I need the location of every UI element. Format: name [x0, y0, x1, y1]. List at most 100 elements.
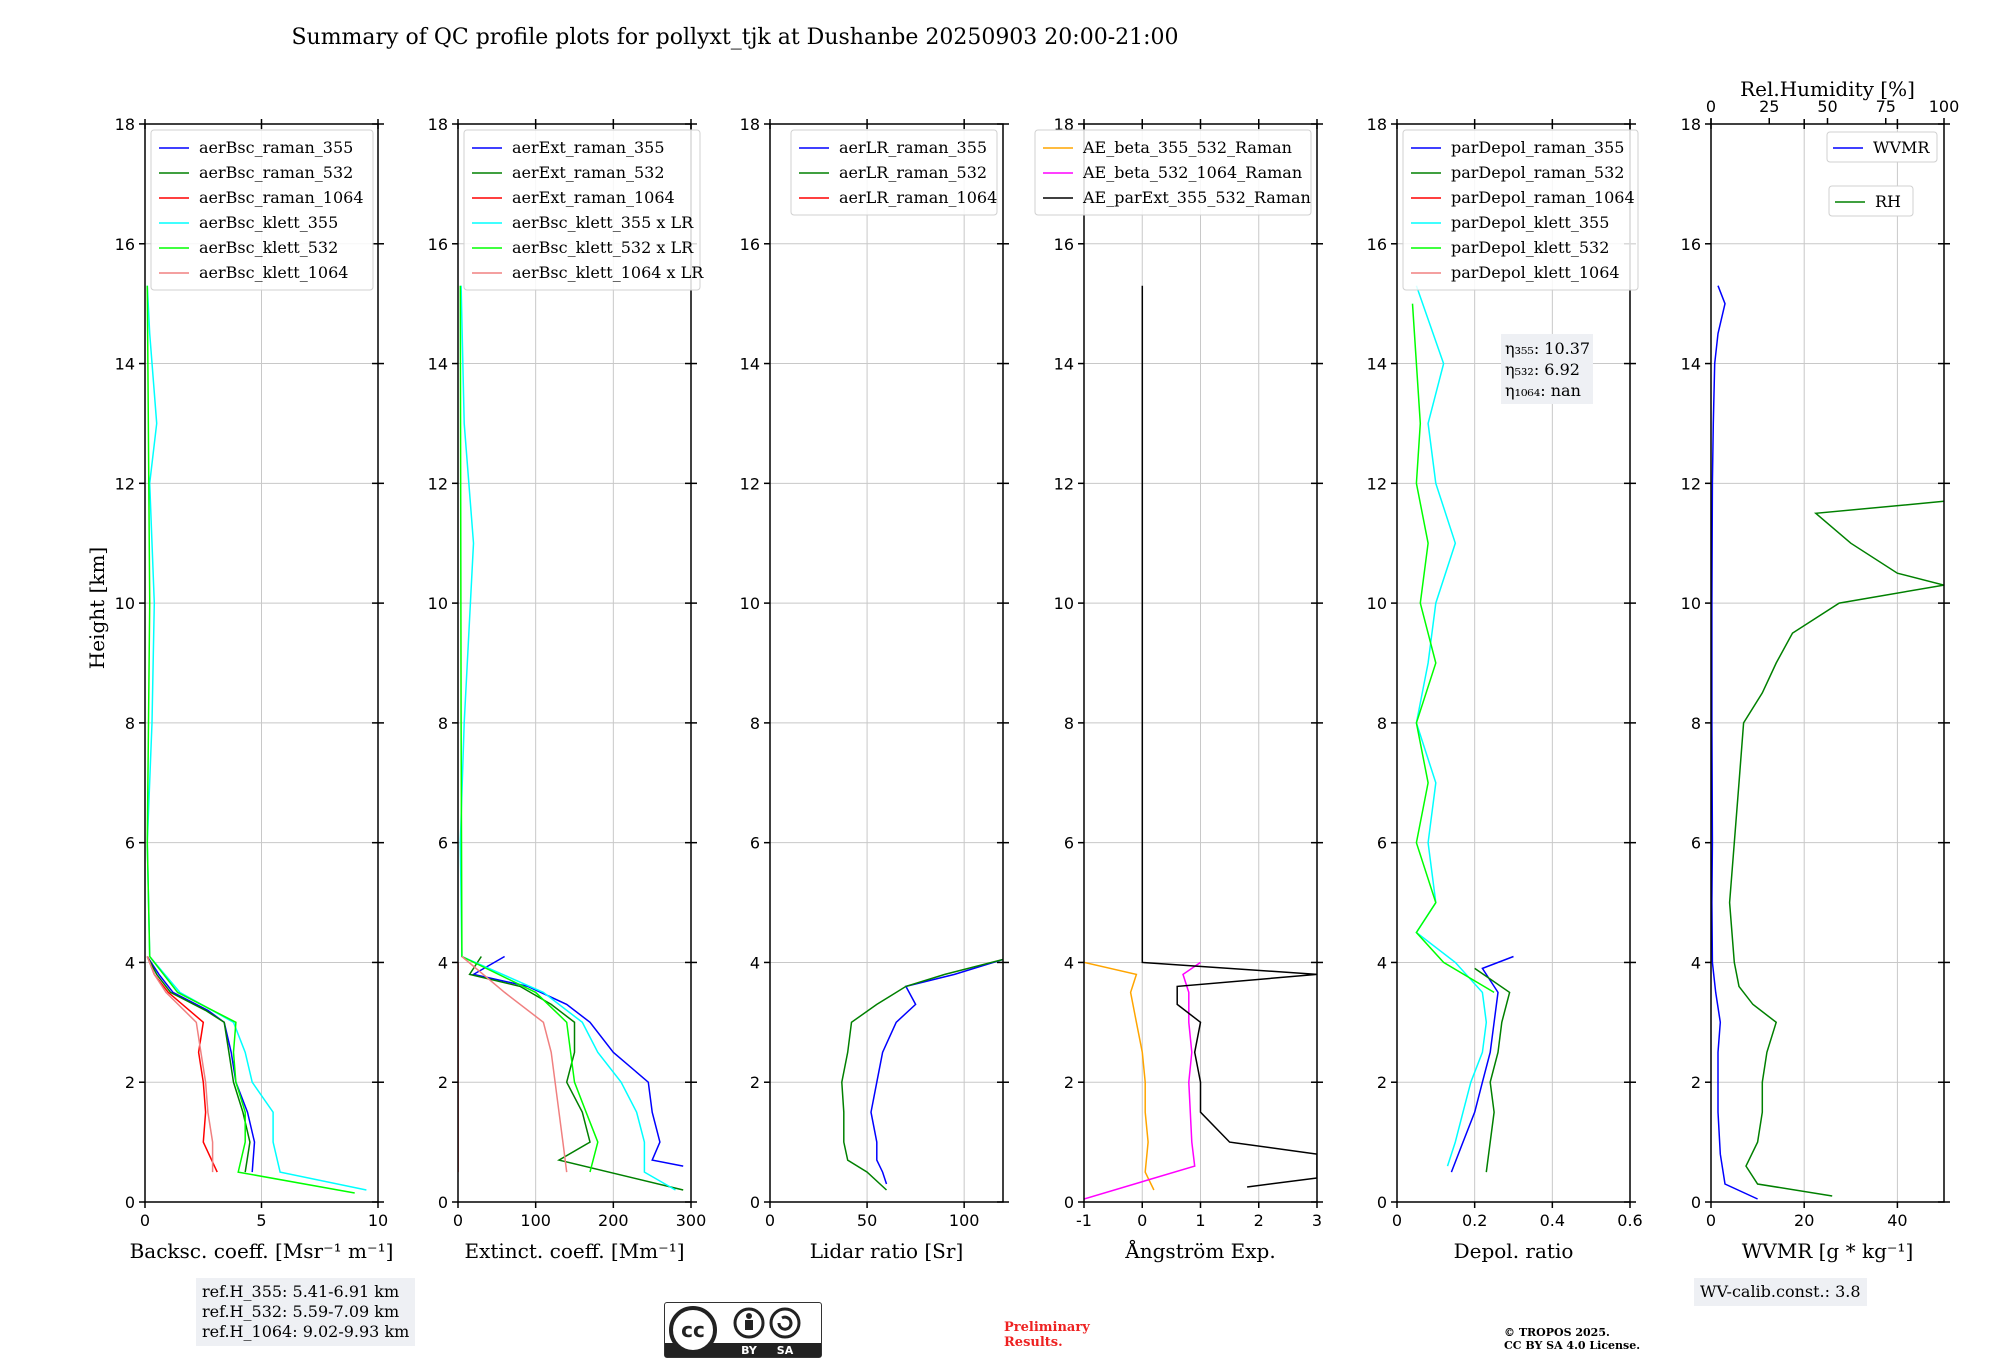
y-tick-label: 10 — [1054, 594, 1074, 613]
y-tick-label: 10 — [1367, 594, 1387, 613]
legend-label-ae-parext-355-532-raman: AE_parExt_355_532_Raman — [1082, 188, 1311, 207]
legend-label-rh: RH — [1875, 192, 1901, 211]
y-tick-label: 6 — [1064, 834, 1074, 853]
y-tick-label: 16 — [1054, 235, 1074, 254]
x-tick-label: 50 — [857, 1211, 877, 1230]
x-tick-label: 1 — [1195, 1211, 1205, 1230]
x-tick-label: -1 — [1076, 1211, 1092, 1230]
wv-calib-const: WV-calib.const.: 3.8 — [1700, 1282, 1861, 1301]
x-tick-label: 0 — [1706, 1211, 1716, 1230]
panel-ext: 0 2 4 6 8 10 12 14 16 18 0 100 200 300 Extinct. coeff.… — [428, 115, 707, 1263]
x-tick-label: 200 — [598, 1211, 629, 1230]
y-tick-label: 6 — [1691, 834, 1701, 853]
legend-label-aerlr-raman-355: aerLR_raman_355 — [839, 138, 987, 157]
legend-label-ae-beta-355-532-raman: AE_beta_355_532_Raman — [1082, 138, 1292, 157]
y-tick-label: 12 — [115, 474, 135, 493]
x-tick-label: 100 — [949, 1211, 980, 1230]
y-tick-label: 6 — [125, 834, 135, 853]
legend-label-ae-beta-532-1064-raman: AE_beta_532_1064_Raman — [1082, 163, 1302, 182]
series-aerbsc-raman-355 — [146, 956, 256, 1173]
y-tick-label: 6 — [750, 834, 760, 853]
copyright-line-2: CC BY SA 4.0 License. — [1504, 1339, 1641, 1352]
legend-label-aerlr-raman-1064: aerLR_raman_1064 — [839, 188, 997, 207]
y-tick-label: 14 — [1367, 355, 1387, 374]
y-tick-label: 4 — [1064, 953, 1074, 972]
y-tick-label: 18 — [1681, 115, 1701, 134]
x-tick-label: 3 — [1312, 1211, 1322, 1230]
legend-label-aerext-raman-1064: aerExt_raman_1064 — [512, 188, 675, 207]
y-tick-label: 18 — [428, 115, 448, 134]
eta-note-1: η₅₃₂: 6.92 — [1505, 360, 1580, 379]
x-axis-label-bsc: Backsc. coeff. [Msr⁻¹ m⁻¹] — [130, 1239, 394, 1263]
top-x-tick-label: 50 — [1817, 97, 1837, 116]
cc-license-badge: cc BY SA — [664, 1302, 822, 1358]
y-tick-label: 0 — [1377, 1193, 1387, 1212]
series-pardepol-raman-532 — [1474, 967, 1511, 1173]
legend-label-pardepol-klett-355: parDepol_klett_355 — [1451, 213, 1609, 232]
legend-box-wvmr — [1826, 131, 1938, 163]
panel-frame — [144, 123, 379, 1203]
panel-frame — [1083, 123, 1318, 1203]
legend-label-pardepol-klett-1064: parDepol_klett_1064 — [1451, 263, 1620, 282]
y-tick-label: 10 — [1681, 594, 1701, 613]
y-tick-label: 18 — [740, 115, 760, 134]
panel-bsc: 0 2 4 6 8 10 12 14 16 18 0 5 10 Backsc. coeff. [Msr⁻¹… — [115, 115, 394, 1263]
x-tick-label: 0 — [140, 1211, 150, 1230]
y-tick-label: 8 — [750, 714, 760, 733]
preliminary-note: Preliminary Results. — [1004, 1320, 1090, 1350]
svg-text:BY: BY — [741, 1344, 758, 1357]
series-aerbsc-klett-1064 — [146, 956, 214, 1173]
ref-height-1064: ref.H_1064: 9.02-9.93 km — [202, 1322, 410, 1341]
preliminary-line-2: Results. — [1004, 1335, 1063, 1350]
y-tick-label: 8 — [438, 714, 448, 733]
y-tick-label: 14 — [740, 355, 760, 374]
x-tick-label: 5 — [256, 1211, 266, 1230]
series-aerlr-raman-532 — [841, 958, 1003, 1191]
copyright-line-1: © TROPOS 2025. — [1504, 1326, 1610, 1339]
series-aerext-raman-532 — [468, 956, 684, 1191]
y-tick-label: 4 — [438, 953, 448, 972]
ref-height-355: ref.H_355: 5.41-6.91 km — [202, 1282, 400, 1301]
y-tick-label: 14 — [428, 355, 448, 374]
y-tick-label: 18 — [115, 115, 135, 134]
y-tick-label: 16 — [740, 235, 760, 254]
x-tick-label: 100 — [520, 1211, 551, 1230]
panel-frame — [457, 123, 692, 1203]
top-x-tick-label: 25 — [1759, 97, 1779, 116]
y-tick-label: 14 — [1681, 355, 1701, 374]
y-tick-label: 2 — [1064, 1073, 1074, 1092]
legend-label-pardepol-raman-1064: parDepol_raman_1064 — [1451, 188, 1635, 207]
y-tick-label: 18 — [1054, 115, 1074, 134]
legend-label-aerlr-raman-532: aerLR_raman_532 — [839, 163, 987, 182]
series-aerbsc-raman-532 — [146, 956, 251, 1173]
series-aerbsc-klett-355 — [146, 285, 367, 1191]
y-tick-label: 14 — [1054, 355, 1074, 374]
cc-logo-icon: cc BY SA — [665, 1306, 821, 1357]
x-tick-label: 0.4 — [1540, 1211, 1565, 1230]
legend-label-aerbsc-klett-532: aerBsc_klett_532 — [199, 238, 338, 257]
series-aerlr-raman-355 — [870, 958, 1003, 1185]
panel-frame — [1396, 123, 1631, 1203]
wv-calib-box: WV-calib.const.: 3.8 — [1694, 1278, 1867, 1306]
legend-label-aerbsc-klett-1064: aerBsc_klett_1064 — [199, 263, 348, 282]
series-aerbsc-klett-1064-x-lr — [461, 955, 568, 1173]
series-ae-beta-355-532-raman — [1084, 961, 1155, 1191]
copyright-note: © TROPOS 2025. CC BY SA 4.0 License. — [1504, 1326, 1640, 1352]
x-axis-label-lr: Lidar ratio [Sr] — [810, 1239, 964, 1263]
y-tick-label: 4 — [1691, 953, 1701, 972]
legend-label-pardepol-raman-532: parDepol_raman_532 — [1451, 163, 1624, 182]
x-axis-label-ae: Ångström Exp. — [1124, 1238, 1275, 1263]
y-tick-label: 8 — [125, 714, 135, 733]
legend-label-pardepol-raman-355: parDepol_raman_355 — [1451, 138, 1624, 157]
series-aerbsc-klett-355-x-lr — [459, 285, 676, 1191]
top-x-tick-label: 75 — [1876, 97, 1896, 116]
legend-label-aerbsc-klett-1064-x-lr: aerBsc_klett_1064 x LR — [512, 263, 704, 282]
x-tick-label: 2 — [1254, 1211, 1264, 1230]
y-tick-label: 0 — [750, 1193, 760, 1212]
y-tick-label: 12 — [1054, 474, 1074, 493]
x-tick-label: 0 — [765, 1211, 775, 1230]
legend-box-rh — [1828, 185, 1914, 217]
eta-notes-box — [1501, 334, 1593, 404]
y-tick-label: 4 — [125, 953, 135, 972]
